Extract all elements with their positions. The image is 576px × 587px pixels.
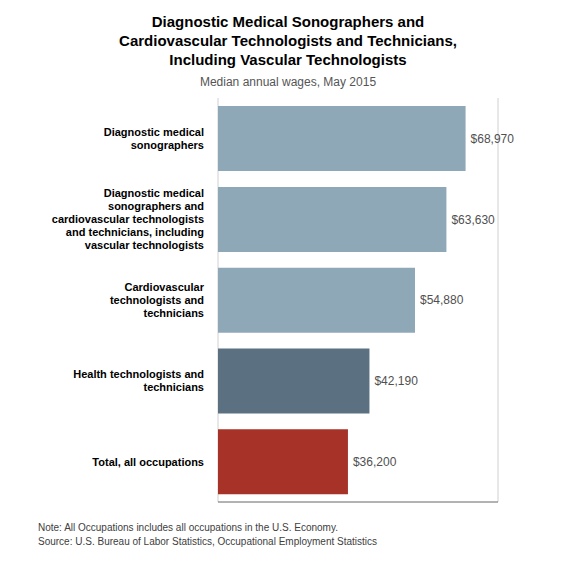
svg-text:$42,190: $42,190 <box>374 374 418 388</box>
html-text:Including Vascular Technologis: Including Vascular Technologists <box>169 51 407 68</box>
html-text:Note: All Occupations includes: Note: All Occupations includes all occup… <box>38 522 338 533</box>
svg-text:$63,630: $63,630 <box>451 213 495 227</box>
html-text:Source: U.S. Bureau of Labor S: Source: U.S. Bureau of Labor Statistics,… <box>38 536 377 547</box>
svg-text:Diagnostic medicalsonographers: Diagnostic medicalsonographers <box>104 126 204 151</box>
svg-text:$54,880: $54,880 <box>420 293 464 307</box>
svg-text:Cardiovasculartechnologists an: Cardiovasculartechnologists andtechnicia… <box>110 281 205 319</box>
svg-text:$36,200: $36,200 <box>353 455 397 469</box>
html-text:Cardiovascular Technologists a: Cardiovascular Technologists and Technic… <box>119 32 457 49</box>
html-text:Diagnostic Medical Sonographer: Diagnostic Medical Sonographers and <box>151 13 425 30</box>
svg-text:$68,970: $68,970 <box>471 132 515 146</box>
html-text:Median annual wages, May 2015: Median annual wages, May 2015 <box>199 75 377 89</box>
svg-text:Health technologists andtechni: Health technologists andtechnicians <box>73 368 204 393</box>
svg-text:Total, all occupations: Total, all occupations <box>92 456 204 468</box>
svg-text:Diagnostic medicalsonographers: Diagnostic medicalsonographers andcardio… <box>52 187 204 251</box>
